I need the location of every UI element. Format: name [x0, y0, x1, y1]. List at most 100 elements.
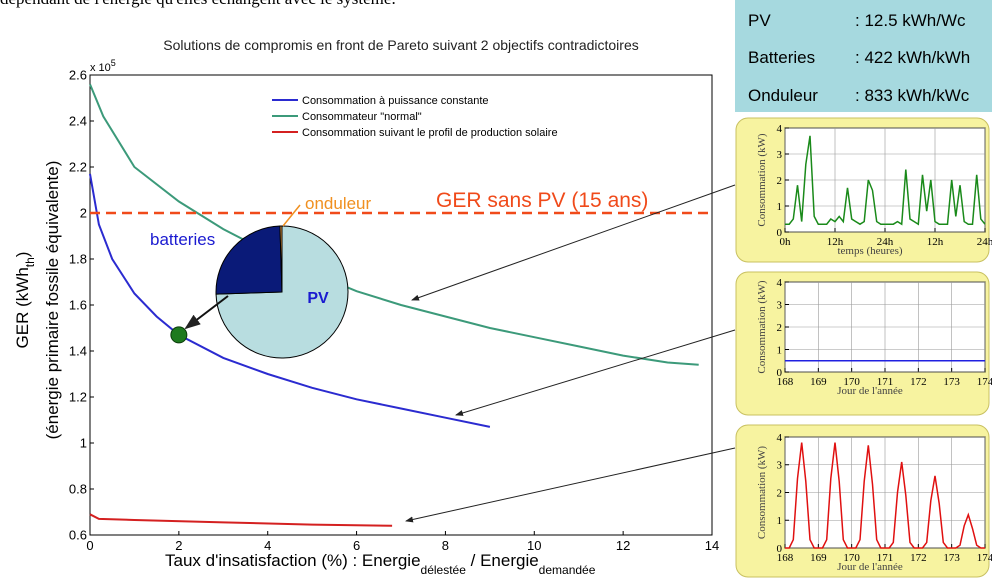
x-tick-label: 174: [977, 376, 992, 388]
y-axis-label: Consommation (kW): [756, 280, 768, 374]
y-tick-label: 1: [777, 344, 783, 356]
reference-label: GER sans PV (15 ans): [436, 189, 648, 212]
y-tick-label: 0.6: [69, 528, 87, 543]
x-tick-label: 170: [843, 552, 860, 564]
y-tick-label: 2.2: [69, 160, 87, 175]
y-tick-label: 3: [777, 460, 783, 472]
x-tick-label: 4: [264, 538, 271, 553]
y-tick-label: 3: [777, 149, 783, 161]
x-tick-label: 170: [843, 376, 860, 388]
pie-label: batteries: [150, 230, 215, 249]
y-tick-label: 2: [777, 322, 783, 334]
exponent-power: 5: [111, 58, 116, 68]
y-tick-label: 1.6: [69, 298, 87, 313]
line-chart: 168 169 170 171 172 173 174 0 1 2 3 4: [777, 432, 992, 564]
x-label-part: / Energie: [466, 551, 539, 570]
x-tick-label: 173: [943, 552, 960, 564]
y-tick-label: 4: [777, 277, 783, 289]
y-tick-label: 0.8: [69, 482, 87, 497]
info-value: : 833 kWh/kWc: [855, 86, 970, 105]
x-tick-label: 0: [86, 538, 93, 553]
pie-slice: [215, 225, 349, 359]
axis-exponent: x 105: [90, 58, 116, 74]
arrow: [411, 184, 736, 301]
x-tick-label: 173: [943, 376, 960, 388]
legend-label: Consommation suivant le profil de produc…: [302, 127, 558, 139]
info-label: PV: [748, 11, 771, 30]
arrow: [455, 329, 736, 416]
y-label-part: GER (kWh: [13, 267, 32, 348]
pie-slice: [279, 225, 283, 293]
x-axis-label: temps (heures): [837, 245, 902, 257]
series-line: [89, 83, 699, 366]
x-tick-label: 171: [877, 376, 894, 388]
x-label-sub: délestée: [421, 563, 467, 577]
y-tick-label: 0: [777, 543, 783, 555]
y-tick-label: 1.4: [69, 344, 87, 359]
y-label-part: ): [13, 252, 32, 258]
charts: 0 2 4 6 8 10 12 140.60.811.21.41.61.822.22.42.6…: [13, 37, 992, 577]
x-tick-label: 14: [705, 538, 719, 553]
y-axis-label: Consommation (kW): [756, 133, 768, 227]
y-tick-label: 1: [777, 201, 783, 213]
arrow: [405, 447, 736, 523]
x-axis-label: Taux d'insatisfaction (%) : Energiedéles…: [165, 551, 596, 577]
x-tick-label: 168: [777, 552, 794, 564]
pie-label: PV: [307, 290, 329, 307]
y-tick-label: 4: [777, 123, 783, 135]
y-tick-label: 1: [80, 436, 87, 451]
x-tick-label: 169: [810, 552, 827, 564]
x-tick-label: 12h: [827, 236, 844, 248]
pie-slice: [215, 225, 283, 295]
x-tick-label: 169: [810, 376, 827, 388]
y-tick-label: 2: [777, 487, 783, 499]
y-tick-label: 1.8: [69, 252, 87, 267]
info-label: Onduleur: [748, 86, 818, 105]
y-tick-label: 2.6: [69, 68, 87, 83]
y-tick-label: 1.2: [69, 390, 87, 405]
x-axis-label: Jour de l'année: [837, 561, 903, 573]
x-tick-label: 8: [442, 538, 449, 553]
line-chart: 168 169 170 171 172 173 174 0 1 2 3 4: [777, 277, 992, 388]
y-tick-label: 0: [777, 367, 783, 379]
highlight-point: [170, 326, 188, 344]
line-chart: 0 2 4 6 8 10 12 14 0.6 0.8 1 1.2 1.4 1.6 1.8 2 2.2 2.4 2.6: [69, 68, 719, 553]
x-tick-label: 174: [977, 552, 992, 564]
y-axis-label: (énergie primaire fossile équivalente): [43, 161, 62, 440]
x-label-sub: demandée: [539, 563, 596, 577]
x-tick-label: 24h: [877, 236, 894, 248]
pie-leader: [282, 204, 301, 227]
y-tick-label: 2.4: [69, 114, 87, 129]
x-tick-label: 172: [910, 376, 927, 388]
y-axis-label: Consommation (kW): [756, 446, 768, 540]
arrow: [184, 295, 229, 330]
info-value: : 422 kWh/kWh: [855, 48, 970, 67]
x-tick-label: 171: [877, 552, 894, 564]
y-tick-label: 0: [777, 227, 783, 239]
exponent-base: x 10: [90, 62, 111, 74]
series-line: [89, 513, 393, 527]
x-tick-label: 2: [175, 538, 182, 553]
info-box: [735, 0, 992, 112]
pie-label: onduleur: [305, 194, 372, 213]
header-text: dépendant de l'énergie qu'elles échangen…: [0, 0, 396, 8]
series-line: [89, 173, 491, 428]
y-tick-label: 4: [777, 432, 783, 444]
x-tick-label: 168: [777, 376, 794, 388]
series-line: [785, 135, 986, 226]
y-tick-label: 3: [777, 299, 783, 311]
y-tick-label: 2: [80, 206, 87, 221]
series-line: [785, 442, 985, 549]
x-axis-label: Jour de l'année: [837, 385, 903, 397]
legend-label: Consommateur "normal": [302, 111, 422, 123]
y-axis-label: GER (kWhth): [13, 252, 37, 349]
x-tick-label: 172: [910, 552, 927, 564]
info-label: Batteries: [748, 48, 815, 67]
x-tick-label: 24h: [977, 236, 992, 248]
legend-label: Consommation à puissance constante: [302, 95, 489, 107]
x-tick-label: 12h: [927, 236, 944, 248]
x-label-part: Taux d'insatisfaction (%) : Energie: [165, 551, 421, 570]
line-chart: 0h 12h 24h 12h 24h 0 1 2 3 4: [777, 123, 992, 248]
y-tick-label: 1: [777, 515, 783, 527]
